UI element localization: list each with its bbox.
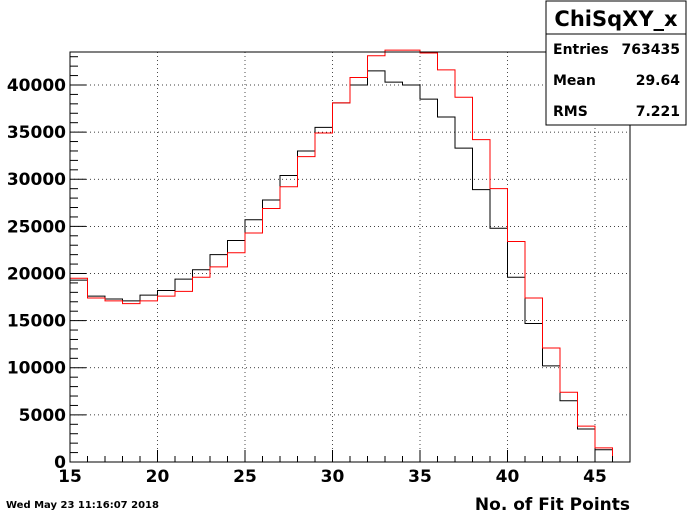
y-tick-label: 20000	[7, 264, 66, 284]
y-tick-label: 30000	[7, 170, 66, 190]
series-1-line	[70, 49, 630, 463]
x-tick-label: 20	[146, 467, 170, 487]
timestamp: Wed May 23 11:16:07 2018	[6, 500, 159, 511]
y-tick-label: 35000	[7, 123, 66, 143]
stats-box: ChiSqXY_x Entries 763435 Mean 29.64 RMS …	[545, 0, 687, 126]
x-tick-label: 35	[408, 467, 432, 487]
y-tick-label: 40000	[7, 76, 66, 96]
y-tick-label: 5000	[19, 406, 66, 426]
y-tick-label: 0	[54, 453, 66, 473]
y-tick-label: 25000	[7, 217, 66, 237]
axes: 15 20 25 30 35 40 45 0 5000 10000 15000 20000 25000 3…	[7, 56, 631, 487]
y-tick-label: 15000	[7, 312, 66, 332]
x-tick-label: 15	[58, 467, 82, 487]
y-tick-label: 10000	[7, 359, 66, 379]
stats-rms-value: 7.221	[636, 104, 680, 120]
stats-rms-label: RMS	[553, 104, 588, 120]
x-axis-title: No. of Fit Points	[475, 495, 630, 514]
stats-mean-value: 29.64	[636, 73, 681, 89]
x-tick-label: 25	[233, 467, 257, 487]
stats-entries-value: 763435	[622, 42, 680, 58]
histogram-series	[70, 49, 630, 463]
stats-entries-label: Entries	[553, 42, 609, 58]
x-tick-label: 45	[583, 467, 607, 487]
x-tick-label: 30	[321, 467, 345, 487]
stats-title: ChiSqXY_x	[554, 7, 678, 31]
x-tick-label: 40	[496, 467, 520, 487]
stats-mean-label: Mean	[553, 73, 596, 89]
series-0-line	[70, 70, 630, 463]
stats-box-frame	[545, 0, 687, 126]
